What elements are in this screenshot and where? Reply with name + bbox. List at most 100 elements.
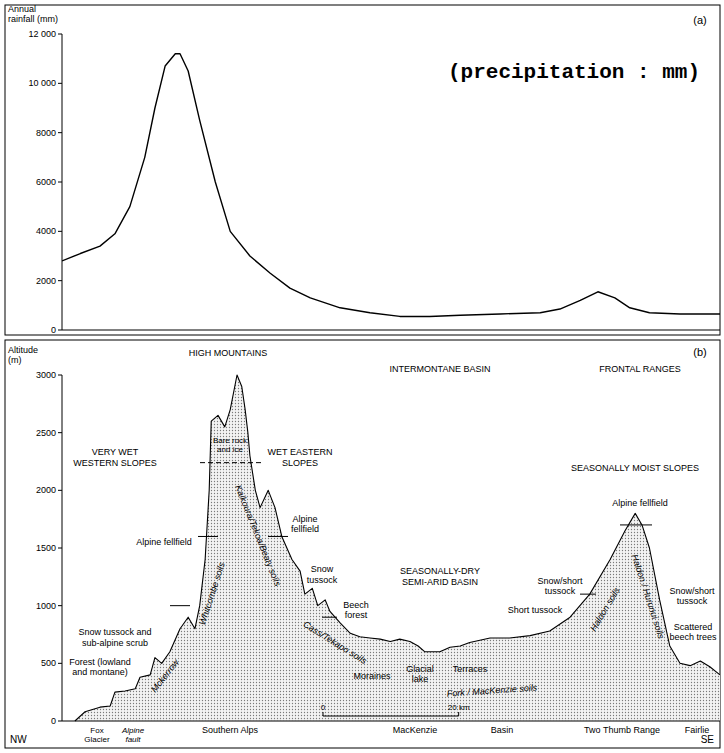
- label-line: 3000: [36, 370, 56, 380]
- label-line: INTERMONTANE BASIN: [390, 364, 491, 374]
- y-axis-title: Altitude(m): [8, 345, 38, 365]
- label-line: lake: [412, 674, 429, 684]
- y-tick-label: 500: [41, 658, 56, 668]
- label-line: Alpine: [121, 726, 145, 735]
- label-line: Snow tussock and: [78, 627, 151, 637]
- y-tick: [58, 721, 62, 722]
- y-tick: [58, 83, 62, 84]
- label-line: SEASONALLY MOIST SLOPES: [571, 463, 699, 473]
- y-tick: [58, 375, 62, 376]
- y-tick-label: 2000: [36, 485, 56, 495]
- label-line: 2500: [36, 428, 56, 438]
- soil-label: Cass/Tekapo soils: [302, 619, 369, 666]
- label-line: 6000: [36, 177, 56, 187]
- zone-boundary: [580, 594, 596, 595]
- zone-label: SEASONALLY-DRYSEMI-ARID BASIN: [400, 566, 480, 586]
- y-tick: [58, 605, 62, 606]
- soil-label: Haldon / Hurunui soils: [630, 553, 667, 640]
- label-line: Fox: [90, 726, 103, 735]
- profile-line: [75, 375, 720, 721]
- place-label: MacKenzie: [393, 725, 438, 735]
- vegetation-label: Beechforest: [343, 600, 369, 620]
- label-line: Glacial: [406, 664, 434, 674]
- vegetation-label: Snowtussock: [307, 564, 338, 584]
- label-line: tussock: [677, 596, 708, 606]
- label-line: Moraines: [353, 671, 391, 681]
- zone-label: SEASONALLY MOIST SLOPES: [571, 463, 699, 473]
- zone-boundary: [620, 524, 652, 525]
- label-line: Glacier: [84, 735, 110, 744]
- zone-boundary: [200, 462, 262, 463]
- vegetation-label: Snow/shorttussock: [669, 586, 715, 606]
- label-line: 0: [51, 325, 56, 335]
- label-line: (precipitation : mm): [448, 61, 700, 84]
- label-line: Terraces: [453, 664, 488, 674]
- vegetation-label: Snow tussock andsub-alpine scrub: [78, 627, 151, 647]
- y-tick-label: 10 000: [28, 78, 56, 88]
- label-line: beech trees: [669, 632, 717, 642]
- vegetation-label: Short tussock: [508, 605, 563, 615]
- label-line: Snow: [311, 564, 334, 574]
- y-tick-label: 0: [51, 716, 56, 726]
- direction-label: NW: [10, 734, 27, 745]
- label-line: 2000: [36, 276, 56, 286]
- vegetation-label: Alpinefellfield: [291, 514, 319, 534]
- label-line: 1000: [36, 601, 56, 611]
- label-line: Basin: [491, 725, 514, 735]
- zone-label: WET EASTERNSLOPES: [268, 447, 333, 467]
- vegetation-label: Scatteredbeech trees: [669, 622, 717, 642]
- marks: [75, 375, 720, 721]
- label-line: FRONTAL RANGES: [599, 364, 681, 374]
- label-line: 8000: [36, 128, 56, 138]
- y-tick-label: 12 000: [28, 29, 56, 39]
- label-line: Kaikoura/Tekoa/Beaty soils: [233, 483, 283, 588]
- annotation: (precipitation : mm): [448, 61, 700, 84]
- y-tick: [58, 330, 62, 331]
- label-line: Scattered: [674, 622, 713, 632]
- profile-fill: [75, 375, 720, 721]
- soil-label: Whitcombe soils: [197, 561, 227, 627]
- x-axis: [62, 721, 720, 722]
- vegetation-label: Alpine fellfield: [612, 498, 668, 508]
- label-line: tussock: [307, 575, 338, 585]
- label-line: MacKenzie: [393, 725, 438, 735]
- figure: 0200040006000800010 00012 000Annualrainf…: [0, 0, 724, 753]
- y-tick: [58, 231, 62, 232]
- zone-boundary: [268, 536, 288, 537]
- y-tick: [58, 432, 62, 433]
- y-tick-label: 3000: [36, 370, 56, 380]
- y-tick: [58, 548, 62, 549]
- label-line: SLOPES: [282, 458, 318, 468]
- place-label: Southern Alps: [202, 725, 259, 735]
- y-tick-label: 6000: [36, 177, 56, 187]
- vegetation-label: Glaciallake: [406, 664, 434, 684]
- label-line: Alpine fellfield: [136, 537, 192, 547]
- y-tick: [58, 34, 62, 35]
- y-tick: [58, 132, 62, 133]
- panel: 0200040006000800010 00012 000Annualrainf…: [8, 4, 720, 335]
- region-label: FRONTAL RANGES: [599, 364, 681, 374]
- label-line: Whitcombe soils: [197, 561, 227, 627]
- label-line: Fork / MacKenzie soils: [446, 682, 538, 698]
- label-line: Short tussock: [508, 605, 563, 615]
- label-line: Beech: [343, 600, 369, 610]
- scale-bar-label: 0: [321, 703, 326, 712]
- label-line: and ice: [217, 445, 243, 454]
- y-tick-label: 2500: [36, 428, 56, 438]
- label-line: rainfall (mm): [8, 14, 58, 24]
- label-line: Bare rock: [213, 436, 248, 445]
- place-label: Two Thumb Range: [584, 725, 660, 735]
- label-line: NW: [10, 734, 27, 745]
- panel-frame: [5, 340, 720, 748]
- label-line: 12 000: [28, 29, 56, 39]
- scale-bar: [323, 716, 459, 717]
- label-line: SEMI-ARID BASIN: [402, 577, 478, 587]
- label-line: sub-alpine scrub: [82, 638, 148, 648]
- y-tick-label: 1500: [36, 543, 56, 553]
- region-label: HIGH MOUNTAINS: [189, 348, 267, 358]
- zone-boundary: [198, 536, 218, 537]
- label-line: Haldon / Hurunui soils: [630, 553, 667, 640]
- y-tick-label: 2000: [36, 276, 56, 286]
- zone-label: VERY WETWESTERN SLOPES: [73, 447, 157, 467]
- label-line: 500: [41, 658, 56, 668]
